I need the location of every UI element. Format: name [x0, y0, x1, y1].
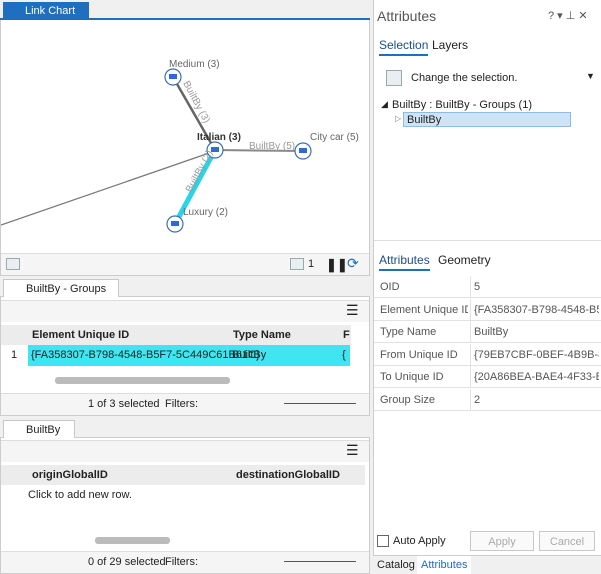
field-row [374, 321, 601, 343]
refresh-button[interactable]: ⟳ [347, 255, 359, 271]
field-value: {20A86BEA-BAE4-4F33-B10E [474, 371, 599, 383]
field-value: {79EB7CBF-0BEF-4B9B-8579- [474, 348, 599, 361]
auto-apply-label[interactable]: Auto Apply [393, 535, 446, 547]
link-chart-tab[interactable]: Link Chart [3, 2, 89, 20]
field-name: OID [380, 281, 400, 293]
cell: {FA358307-B798-4548-B5F7-5C449C61B61C} [31, 349, 260, 361]
table-toolbar [1, 300, 369, 322]
column-header[interactable]: F [343, 329, 350, 341]
cell: { [342, 349, 346, 361]
column-header[interactable]: Element Unique ID [32, 329, 130, 341]
tree-toggle[interactable]: ▷ [395, 114, 402, 123]
selection-tool[interactable]: Change the selection. [411, 72, 518, 84]
field-divider [470, 276, 471, 298]
column-header[interactable]: originGlobalID [32, 469, 108, 481]
tree-toggle[interactable]: ◢ [381, 99, 388, 109]
node-label: Luxury (2) [183, 207, 228, 218]
field-value: {FA358307-B798-4548-B5F7-5 [474, 303, 599, 316]
selection-status: 0 of 29 selected [88, 556, 166, 568]
field-name: Element Unique ID [380, 303, 468, 316]
cancel-button[interactable]: Cancel [539, 531, 595, 551]
edge-label: BuiltBy (5) [249, 141, 295, 152]
field-name: From Unique ID [380, 348, 458, 361]
table-toolbar [1, 440, 369, 462]
field-name: To Unique ID [380, 371, 444, 383]
edge-line [1, 150, 216, 226]
zoom-slider[interactable] [284, 561, 356, 562]
pause-button[interactable]: ❚❚ [326, 257, 348, 272]
selection-count: 1 [308, 258, 315, 270]
field-divider [470, 298, 471, 321]
chart-toolbar [1, 253, 369, 275]
node-label: Medium (3) [169, 59, 220, 70]
icon[interactable] [6, 258, 20, 270]
link-chart-canvas: Medium (3) Italian (3) City car (5) Luxu… [1, 59, 359, 233]
edge-line [214, 149, 304, 152]
filters-label: Filters: [165, 398, 198, 410]
dropdown[interactable]: ▼ [586, 71, 595, 81]
menu-button[interactable]: ☰ [346, 302, 359, 318]
checkbox[interactable] [377, 535, 389, 547]
cell: BuiltBy [232, 349, 267, 361]
tab[interactable]: Layers [432, 38, 469, 52]
field-row [374, 344, 601, 366]
row-number: 1 [11, 349, 18, 361]
field-name: Group Size [380, 393, 436, 406]
column-header[interactable]: Type Name [233, 329, 291, 341]
selection-tool-icon[interactable] [386, 70, 402, 86]
pane-controls[interactable]: ? ▾ ⊥ ✕ [548, 10, 588, 22]
link-chart-panel [0, 0, 370, 276]
field-row [374, 276, 601, 298]
selected-row[interactable] [28, 345, 350, 366]
field-value: 2 [474, 393, 481, 406]
status-bar [1, 393, 369, 415]
field-row [374, 389, 601, 411]
field-divider [470, 366, 471, 388]
icon[interactable] [290, 258, 304, 270]
edge-label: BuiltBy (2) [184, 149, 215, 195]
field-row [374, 299, 601, 321]
field-divider [470, 388, 471, 411]
splitter[interactable] [374, 240, 601, 241]
table-tab[interactable]: BuiltBy - Groups [3, 279, 119, 297]
edge-line [171, 76, 217, 151]
field-value: 5 [474, 281, 481, 293]
tree-item-selected[interactable]: BuiltBy [403, 112, 571, 127]
scrollbar[interactable] [95, 537, 170, 544]
edge-line-selected[interactable] [172, 148, 218, 226]
scrollbar[interactable] [55, 377, 230, 384]
field-name: Type Name [380, 326, 437, 338]
tab-strip [0, 0, 370, 20]
selection-status: 1 of 3 selected [88, 398, 160, 410]
header-row [1, 465, 365, 485]
column-header[interactable]: destinationGlobalID [236, 469, 340, 481]
bottom-tab[interactable]: Catalog [377, 559, 415, 571]
field-divider [470, 321, 471, 343]
table-tab[interactable]: BuiltBy [3, 420, 75, 438]
attributes-pane [373, 0, 601, 574]
field-divider [470, 343, 471, 366]
tab-selected[interactable]: Attributes [379, 253, 430, 271]
add-row[interactable]: Click to add new row. [28, 489, 132, 501]
field-row [374, 366, 601, 388]
field-value: BuiltBy [474, 326, 509, 338]
node-label: Italian (3) [197, 132, 241, 143]
pane-title: Attributes [377, 8, 437, 24]
menu-button[interactable]: ☰ [346, 442, 359, 458]
header-row [1, 325, 351, 345]
bottom-tab-active[interactable]: Attributes [417, 556, 472, 574]
zoom-slider[interactable] [284, 403, 356, 404]
filters-label: Filters: [165, 556, 198, 568]
tab-selected[interactable]: Selection [379, 38, 429, 56]
tab[interactable]: Geometry [438, 253, 491, 267]
status-bar [1, 551, 369, 573]
node-label: City car (5) [310, 132, 359, 143]
apply-button[interactable]: Apply [470, 531, 534, 551]
tree-group[interactable]: BuiltBy : BuiltBy - Groups (1) [392, 99, 532, 111]
